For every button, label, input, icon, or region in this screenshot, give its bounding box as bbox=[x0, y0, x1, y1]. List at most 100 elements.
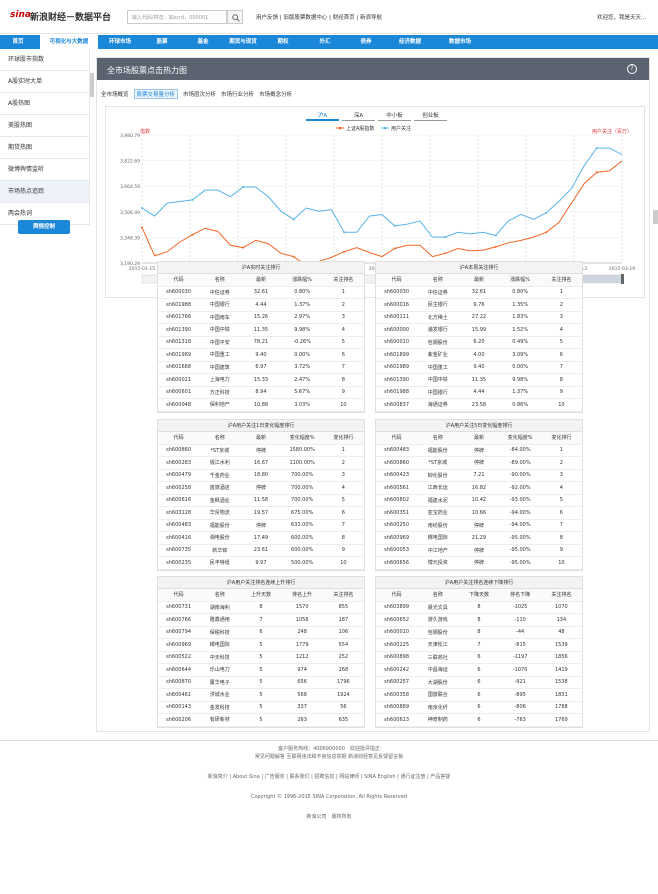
table-cell[interactable]: sh600898 bbox=[376, 651, 418, 664]
column-header[interactable]: 代码 bbox=[376, 432, 418, 445]
table-cell[interactable]: sh600235 bbox=[158, 556, 200, 570]
table-row[interactable]: sh600143 金发科技 5 337 56 bbox=[158, 701, 364, 714]
table-cell[interactable]: 北方稀土 bbox=[417, 311, 459, 324]
table-cell[interactable]: 中国重工 bbox=[199, 348, 241, 362]
table-cell[interactable]: 江西长运 bbox=[417, 481, 459, 495]
column-header[interactable]: 排名上升 bbox=[281, 589, 323, 602]
column-header[interactable]: 关注排名 bbox=[322, 589, 364, 602]
table-row[interactable]: sh600283 钱江水利 16.67 1100.00% 2 bbox=[158, 456, 364, 470]
table-row[interactable]: sh600351 亚宝药业 10.66 -94.00% 6 bbox=[376, 506, 582, 520]
table-cell[interactable]: 福建水泥 bbox=[417, 494, 459, 507]
column-header[interactable]: 涨跌幅% bbox=[281, 274, 323, 287]
table-row[interactable]: sh600969 郴电国际 21.29 -95.00% 8 bbox=[376, 531, 582, 545]
top-links[interactable]: 用户反馈 | 旧版股票数据中心 | 财经首页 | 新浪导航 bbox=[256, 15, 383, 21]
table-cell[interactable]: 亚宝药业 bbox=[417, 506, 459, 520]
table-cell[interactable]: sh600351 bbox=[376, 506, 418, 520]
chart-tab-2[interactable]: 中小板 bbox=[378, 111, 411, 121]
table-cell[interactable]: 海通证券 bbox=[417, 398, 459, 412]
search-button[interactable] bbox=[227, 10, 243, 24]
table-cell[interactable]: 洪城水业 bbox=[199, 688, 241, 702]
table-cell[interactable]: 首旅酒店 bbox=[199, 481, 241, 495]
table-cell[interactable]: sh600969 bbox=[376, 531, 418, 545]
column-header[interactable]: 最新 bbox=[240, 432, 282, 445]
table-row[interactable]: sh600000 浦发银行 15.99 1.52% 4 bbox=[376, 323, 582, 337]
table-row[interactable]: sh600483 福能股份 停牌 633.00% 7 bbox=[158, 519, 364, 532]
table-row[interactable]: sh600644 乐山电力 5 974 268 bbox=[158, 663, 364, 677]
table-cell[interactable]: sh600483 bbox=[376, 444, 418, 457]
table-row[interactable]: sh601899 紫金矿业 4.00 3.09% 6 bbox=[376, 348, 582, 362]
table-row[interactable]: sh600601 方正科技 8.94 5.67% 9 bbox=[158, 386, 364, 399]
table-cell[interactable]: sh600479 bbox=[158, 469, 200, 482]
nav-item-7[interactable]: 外汇 bbox=[319, 39, 331, 45]
table-cell[interactable]: 紫金矿业 bbox=[417, 348, 459, 362]
footer-links-1[interactable]: 常见问题解答 互联网违法和不良信息举报 新浪财经意见反馈留言板 bbox=[254, 754, 404, 760]
table-row[interactable]: sh600616 金枫酒业 11.58 700.00% 5 bbox=[158, 494, 364, 507]
nav-item-4[interactable]: 基金 bbox=[197, 39, 209, 45]
table-cell[interactable]: 中江地产 bbox=[417, 544, 459, 557]
table-row[interactable]: sh600053 中江地产 停牌 -95.00% 9 bbox=[376, 544, 582, 557]
chart-tab-0[interactable]: 沪A bbox=[306, 111, 339, 121]
table-cell[interactable]: 中国重工 bbox=[417, 361, 459, 374]
column-header[interactable]: 名称 bbox=[199, 589, 241, 602]
table-row[interactable]: sh600235 民丰特纸 9.97 500.00% 10 bbox=[158, 556, 364, 570]
nav-item-1[interactable]: 可视化与大数据 bbox=[40, 35, 98, 49]
table-cell[interactable]: sh600111 bbox=[376, 311, 418, 324]
table-row[interactable]: sh600656 博元投资 停牌 -95.00% 10 bbox=[376, 556, 582, 570]
table-row[interactable]: sh600010 包钢股份 8 -44 48 bbox=[376, 626, 582, 639]
nav-item-0[interactable]: 首页 bbox=[12, 39, 24, 45]
table-cell[interactable]: sh603899 bbox=[376, 601, 418, 614]
table-row[interactable]: sh600010 包钢股份 6.20 0.49% 5 bbox=[376, 336, 582, 349]
table-cell[interactable]: 湘电股份 bbox=[199, 531, 241, 545]
table-row[interactable]: sh600258 首旅酒店 停牌 700.00% 4 bbox=[158, 481, 364, 495]
subtab-2[interactable]: 市场层次分析 bbox=[183, 92, 217, 98]
table-cell[interactable]: sh600731 bbox=[158, 601, 200, 614]
table-row[interactable]: sh600206 有研新材 5 263 635 bbox=[158, 713, 364, 727]
table-cell[interactable]: sh601989 bbox=[376, 361, 418, 374]
table-cell[interactable]: sh600048 bbox=[158, 398, 200, 412]
table-cell[interactable]: sh600358 bbox=[376, 688, 418, 702]
column-header[interactable]: 名称 bbox=[417, 589, 459, 602]
table-cell[interactable]: sh601668 bbox=[158, 361, 200, 374]
table-cell[interactable]: sh600601 bbox=[158, 386, 200, 399]
table-row[interactable]: sh600802 福建水泥 10.42 -93.00% 5 bbox=[376, 494, 582, 507]
subtab-0[interactable]: 全市场概览 bbox=[101, 92, 129, 98]
table-cell[interactable]: sh600656 bbox=[376, 556, 418, 570]
table-cell[interactable]: sh600802 bbox=[376, 494, 418, 507]
table-cell[interactable]: sh601766 bbox=[158, 311, 200, 324]
table-cell[interactable]: sh600735 bbox=[158, 544, 200, 557]
column-header[interactable]: 关注排名 bbox=[322, 274, 364, 287]
table-cell[interactable]: 隆鑫通用 bbox=[199, 613, 241, 627]
table-row[interactable]: sh601390 中国中铁 11.35 9.98% 8 bbox=[376, 373, 582, 387]
table-cell[interactable]: 中信证券 bbox=[417, 286, 459, 299]
table-row[interactable]: sh600860 *ST京城 停牌 1580.00% 1 bbox=[158, 444, 364, 457]
table-row[interactable]: sh600242 中昌海运 6 -1070 1419 bbox=[376, 663, 582, 677]
table-cell[interactable]: sh600644 bbox=[158, 663, 200, 677]
table-cell[interactable]: sh600870 bbox=[158, 676, 200, 689]
table-row[interactable]: sh600766 隆鑫通用 7 1056 187 bbox=[158, 613, 364, 627]
table-row[interactable]: sh600731 湖南海利 8 1570 855 bbox=[158, 601, 364, 614]
table-row[interactable]: sh603128 华贸物流 19.57 675.00% 6 bbox=[158, 506, 364, 520]
table-row[interactable]: sh600561 江西长运 16.82 -92.00% 4 bbox=[376, 481, 582, 495]
nav-item-5[interactable]: 期货与现货 bbox=[229, 39, 257, 45]
sina-logo[interactable]: sina bbox=[10, 10, 31, 20]
sidebar-item-1[interactable]: A股实时大单 bbox=[0, 71, 90, 93]
table-cell[interactable]: 上海电力 bbox=[199, 373, 241, 387]
table-cell[interactable]: 中昌海运 bbox=[417, 663, 459, 677]
table-cell[interactable]: 中国建筑 bbox=[199, 361, 241, 374]
table-cell[interactable]: sh601390 bbox=[376, 373, 418, 387]
nav-item-8[interactable]: 债券 bbox=[360, 39, 372, 45]
table-row[interactable]: sh600889 南京化纤 6 -806 1788 bbox=[376, 701, 582, 714]
sentiment-control-button[interactable]: 舆情控制 bbox=[18, 220, 70, 234]
table-cell[interactable]: sh600257 bbox=[376, 676, 418, 689]
table-cell[interactable]: sh600860 bbox=[158, 444, 200, 457]
table-row[interactable]: sh600416 湘电股份 17.49 600.00% 8 bbox=[158, 531, 364, 545]
table-cell[interactable]: 民丰特纸 bbox=[199, 556, 241, 570]
table-row[interactable]: sh600613 神奇制药 6 -763 1769 bbox=[376, 713, 582, 727]
table-cell[interactable]: 郴电国际 bbox=[417, 531, 459, 545]
table-row[interactable]: sh600021 上海电力 15.33 2.47% 8 bbox=[158, 373, 364, 387]
table-cell[interactable]: 福能股份 bbox=[417, 444, 459, 457]
sidebar-item-4[interactable]: 期货热图 bbox=[0, 137, 90, 159]
table-cell[interactable]: sh600021 bbox=[158, 373, 200, 387]
table-cell[interactable]: sh600030 bbox=[376, 286, 418, 299]
table-row[interactable]: sh600483 福能股份 停牌 -84.00% 1 bbox=[376, 444, 582, 457]
